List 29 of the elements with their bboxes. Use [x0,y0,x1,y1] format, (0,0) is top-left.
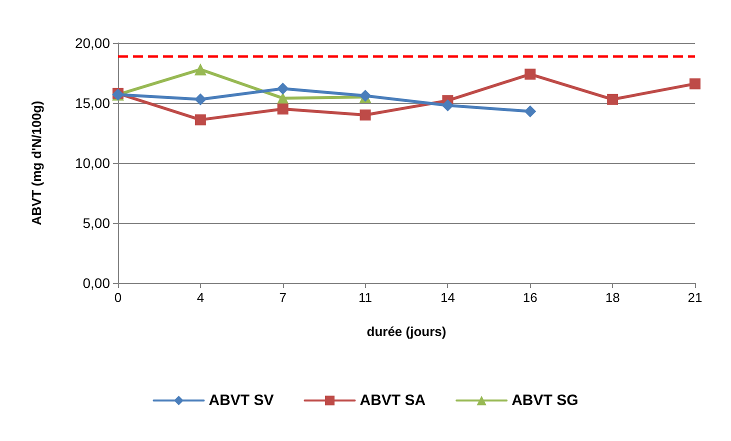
x-tick-label: 11 [358,290,372,305]
point [607,94,618,105]
x-tick-label: 21 [688,290,702,305]
legend-label: ABVT SV [208,392,274,409]
point [360,110,371,120]
point [690,78,700,90]
point [276,82,289,95]
x-tick-label: 14 [440,290,455,305]
y-tick-label: 20,00 [74,35,110,51]
x-tick-label: 0 [114,290,122,305]
point [277,104,288,114]
point [524,68,536,80]
y-tick-label: 15,00 [74,95,110,111]
y-tick-label: 5,00 [82,215,110,231]
x-axis-title: durée (jours) [366,324,446,339]
legend-label: ABVT SG [512,392,578,409]
y-tick-label: 0,00 [82,275,110,291]
y-tick-label: 10,00 [74,155,110,171]
point [194,93,206,106]
x-tick-label: 16 [522,290,538,305]
point [194,63,206,76]
point [442,99,454,112]
x-tick-label: 7 [279,290,286,305]
point [194,114,206,126]
x-tick-label: 18 [605,290,620,305]
x-tick-label: 4 [196,290,204,305]
point [524,105,536,118]
y-axis-title: ABVT (mg d'N/100g) [29,100,44,226]
legend-label: ABVT SA [360,392,426,409]
